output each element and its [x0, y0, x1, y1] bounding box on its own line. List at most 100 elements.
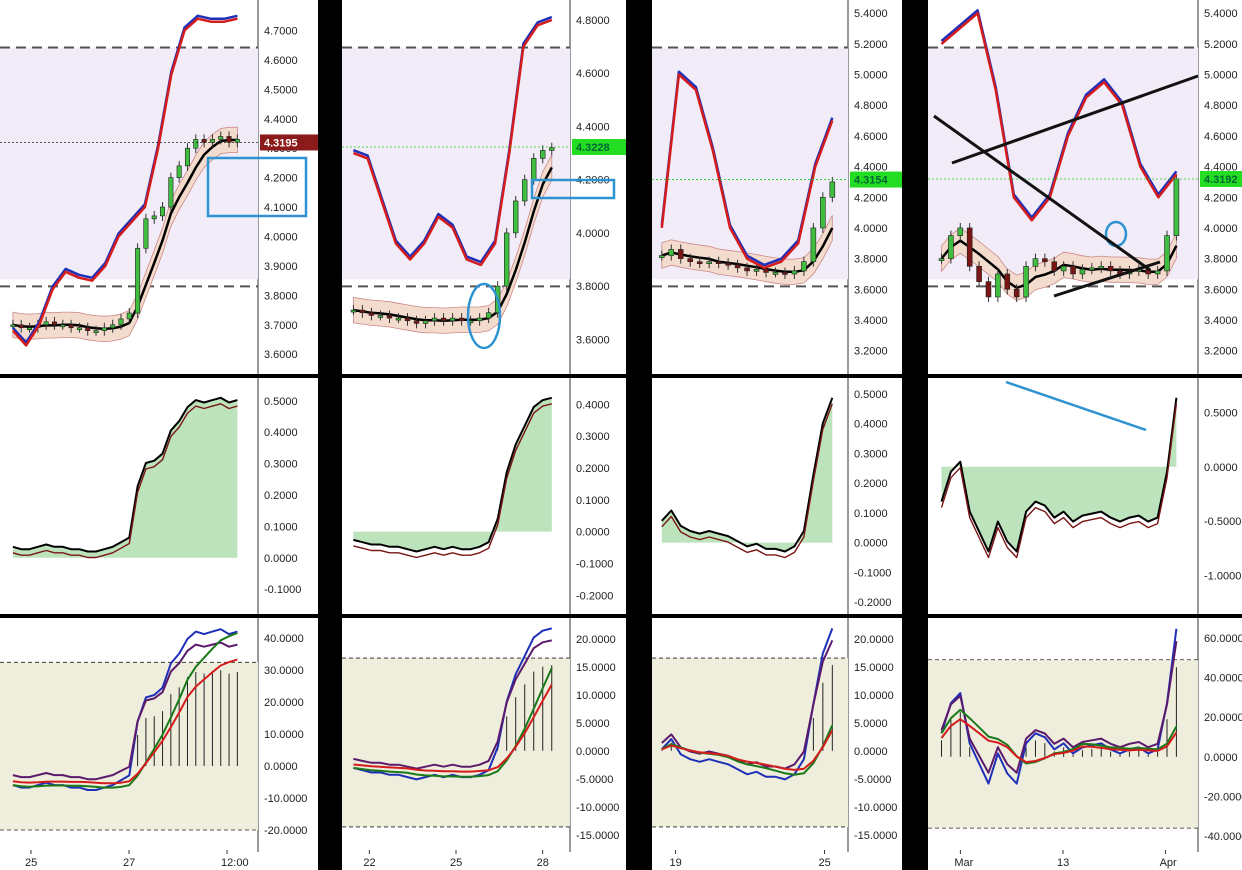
price-tick-label: 3.6000: [1204, 284, 1238, 296]
price-tick-label: 3.6000: [854, 284, 888, 296]
indicator-tick-label: -0.2000: [576, 590, 613, 602]
price-tick-label: 4.6000: [1204, 131, 1238, 143]
signal-line: [661, 403, 833, 559]
indicator-tick-label: 0.1000: [854, 508, 888, 520]
indicator-tick-label: 0.3000: [576, 431, 610, 443]
price-tick-label: 4.0000: [264, 232, 298, 244]
price-tick-label: 4.8000: [854, 100, 888, 112]
price-tick-label: 4.8000: [1204, 100, 1238, 112]
last-price-box: [1200, 170, 1242, 187]
price-tick-label: 4.5000: [264, 84, 298, 96]
last-price-label: 4.3195: [264, 137, 298, 149]
candle: [404, 317, 411, 322]
indicator-tick-label: -0.5000: [1204, 516, 1241, 528]
candle: [549, 147, 555, 151]
candle: [51, 321, 57, 326]
price-tick-label: 5.0000: [854, 70, 888, 82]
oscillator-tick-label: 15.0000: [576, 662, 616, 674]
candle: [734, 264, 741, 269]
indicator-tick-label: -0.1000: [854, 567, 891, 579]
price-tick-label: 5.2000: [854, 39, 888, 51]
indicator-tick-label: 0.0000: [576, 527, 610, 539]
price-tick-label: 3.9000: [264, 261, 298, 273]
price-tick-label: 4.2000: [264, 173, 298, 185]
indicator-panel: [342, 378, 626, 614]
price-tick-label: 3.6000: [264, 349, 298, 361]
red-line: [352, 18, 553, 267]
trendline: [951, 74, 1199, 165]
price-tick-label: 4.0000: [576, 228, 610, 240]
candle: [1004, 273, 1011, 290]
price-tick-label: 4.1000: [264, 202, 298, 214]
indicator-tick-label: -0.1000: [264, 584, 301, 596]
oscillator-band: [0, 662, 258, 830]
indicator-tick-label: 0.5000: [264, 396, 298, 408]
candle: [395, 317, 402, 321]
candle: [458, 317, 465, 322]
candle: [820, 196, 826, 229]
indicator-tick-label: -0.1000: [576, 558, 613, 570]
x-tick-label: 25: [450, 857, 462, 869]
indicator-tick-label: 0.5000: [1204, 407, 1238, 419]
price-tick-label: 5.2000: [1204, 39, 1238, 51]
indicator-tick-label: 0.3000: [264, 459, 298, 471]
oscillator-red-line: [353, 684, 553, 773]
candle: [184, 147, 190, 167]
x-tick-label: Mar: [954, 857, 973, 869]
oscillator-tick-label: -5.0000: [576, 774, 613, 786]
candle: [135, 247, 141, 314]
price-tick-label: 3.2000: [1204, 346, 1238, 358]
x-tick-label: 19: [670, 857, 682, 869]
oscillator-tick-label: 20.0000: [1204, 712, 1242, 724]
oscillator-tick-label: -40.0000: [1204, 831, 1242, 843]
price-tick-label: 4.6000: [854, 131, 888, 143]
ma-envelope: [661, 215, 833, 285]
oscillator-tick-label: -15.0000: [576, 830, 619, 842]
candle: [985, 281, 992, 298]
candle: [476, 317, 483, 322]
candle: [126, 312, 132, 320]
oscillator-tick-label: 0.0000: [264, 761, 298, 773]
price-tick-label: 3.2000: [854, 346, 888, 358]
oscillator-tick-label: 0.0000: [1204, 752, 1238, 764]
candle: [350, 309, 357, 313]
oscillator-blue-line: [353, 627, 553, 781]
candle: [810, 227, 817, 262]
indicator-line: [353, 396, 553, 553]
oscillator-tick-label: 40.0000: [264, 633, 304, 645]
chart-6h: 4.80004.60004.40004.20004.00003.80003.60…: [342, 0, 626, 870]
candle: [27, 327, 33, 331]
candle: [1013, 289, 1020, 298]
candle: [431, 317, 438, 322]
price-tick-label: 4.2000: [854, 192, 888, 204]
price-tick-label: 5.0000: [1204, 70, 1238, 82]
candle: [782, 272, 788, 275]
date-strip: [928, 852, 1242, 870]
last-price-box: [850, 171, 902, 188]
candle: [1042, 258, 1048, 262]
candle: [359, 309, 366, 314]
oscillator-tick-label: 60.0000: [1204, 633, 1242, 645]
oscillator-tick-label: 20.0000: [264, 697, 304, 709]
candle: [753, 269, 760, 272]
oscillator-tick-label: -15.0000: [854, 830, 897, 842]
oscillator-tick-label: 10.0000: [264, 729, 304, 741]
trendline: [933, 114, 1151, 272]
last-price-label: 4.3192: [1204, 174, 1238, 186]
candle: [218, 136, 224, 140]
candle: [449, 317, 456, 322]
price-tick-label: 5.4000: [854, 8, 888, 20]
candle: [60, 324, 66, 328]
candle: [1060, 265, 1067, 272]
candle: [763, 269, 769, 273]
oscillator-red-line: [940, 718, 1178, 764]
indicator-area: [12, 397, 238, 558]
indicator-area: [661, 397, 833, 552]
candle: [725, 262, 731, 266]
candle: [209, 139, 215, 143]
oscillator-tick-label: 30.0000: [264, 665, 304, 677]
price-tick-label: 4.6000: [264, 55, 298, 67]
oscillator-blue-line: [661, 628, 834, 781]
last-price-box: [260, 134, 318, 151]
